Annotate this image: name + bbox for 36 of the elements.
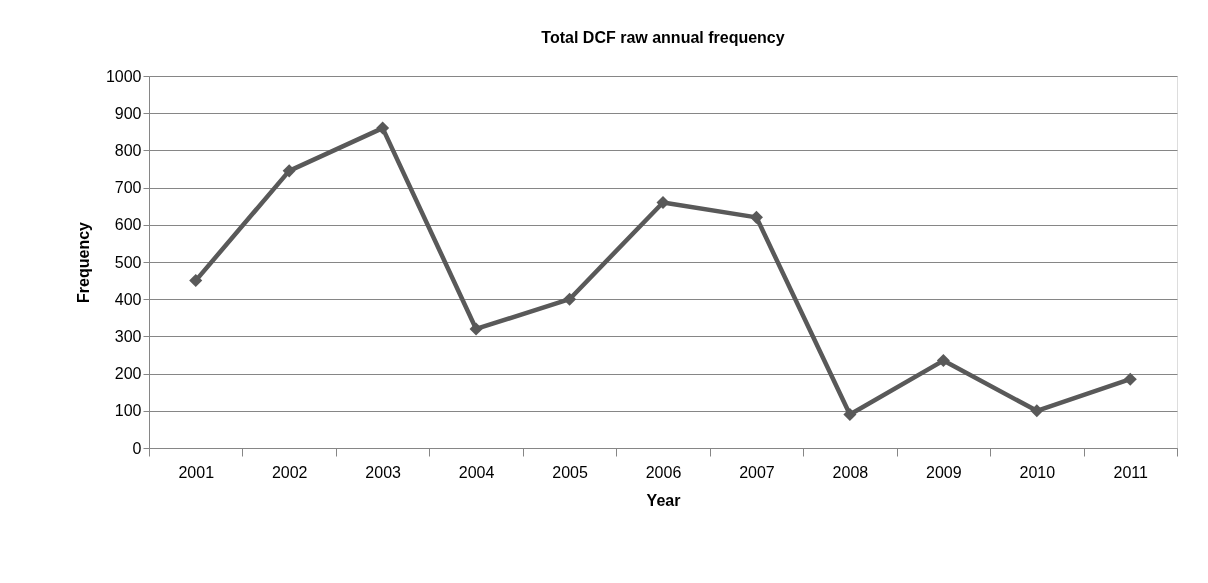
y-tick-label: 200	[114, 365, 142, 383]
x-tick-label: 2009	[926, 463, 962, 481]
y-tick-label: 500	[114, 253, 142, 271]
point	[749, 210, 763, 224]
x-tick-label: 2003	[365, 463, 402, 481]
point	[1123, 372, 1137, 386]
point	[656, 195, 670, 209]
y-tick-label: 700	[114, 179, 142, 197]
y-tick-label: 0	[132, 439, 142, 457]
point	[282, 164, 296, 178]
x-tick-label: 2011	[1113, 463, 1149, 481]
point	[376, 121, 390, 135]
x-tick-label: 2002	[271, 463, 308, 481]
point	[469, 322, 483, 336]
y-tick-label: 900	[114, 104, 142, 122]
point	[189, 274, 203, 288]
y-tick-label: 400	[114, 290, 142, 308]
point	[1030, 404, 1044, 418]
x-tick-label: 2005	[552, 463, 588, 481]
x-tick-label: 2007	[739, 463, 775, 481]
x-tick-label: 2004	[458, 463, 495, 481]
y-tick-label: 800	[114, 141, 142, 159]
x-tick-label: 2008	[832, 463, 869, 481]
point	[936, 354, 950, 368]
y-tick-label: 600	[114, 216, 142, 234]
y-tick-label: 300	[114, 327, 142, 345]
y-axis-title: Frequency	[74, 221, 92, 303]
point	[563, 292, 577, 306]
y-tick-label: 100	[114, 402, 142, 420]
x-tick-label: 2006	[645, 463, 682, 481]
x-tick-label: 2001	[178, 463, 215, 481]
y-tick-label: 1000	[105, 67, 142, 85]
point	[843, 408, 857, 422]
x-axis-title: Year	[646, 491, 681, 509]
chart-title: Total DCF raw annual frequency	[541, 29, 785, 46]
x-tick-label: 2010	[1019, 463, 1056, 481]
